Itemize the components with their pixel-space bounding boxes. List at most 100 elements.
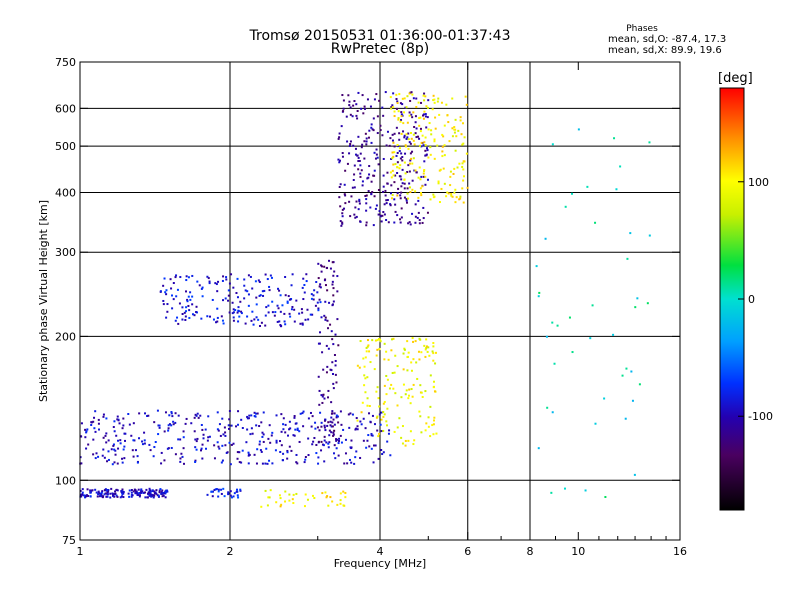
data-point [229, 463, 232, 466]
data-point [236, 451, 239, 454]
colorbar-label: [deg] [718, 71, 753, 86]
data-point [415, 97, 418, 100]
data-point [216, 290, 219, 293]
data-point [353, 164, 356, 167]
data-point [417, 199, 420, 202]
data-point [174, 453, 177, 456]
data-point [355, 215, 358, 218]
data-point [430, 133, 433, 136]
data-point [324, 300, 327, 303]
data-point [368, 129, 371, 132]
data-point [411, 150, 414, 153]
data-point [412, 133, 415, 136]
data-point [383, 203, 386, 206]
data-point [304, 458, 307, 461]
data-point [462, 179, 465, 182]
data-point [201, 428, 204, 431]
data-point [153, 446, 156, 449]
data-point [406, 121, 409, 124]
data-point [97, 493, 100, 496]
data-point [369, 421, 372, 424]
data-point [400, 216, 403, 219]
data-point [361, 94, 364, 97]
data-point [130, 495, 133, 498]
data-point [266, 462, 269, 465]
data-point [81, 488, 84, 491]
data-point [339, 220, 342, 223]
data-point [379, 124, 382, 127]
data-point [396, 426, 399, 429]
data-point [85, 430, 88, 433]
data-point [176, 288, 179, 291]
data-point [122, 448, 125, 451]
data-point [348, 104, 351, 107]
data-point [424, 429, 427, 432]
data-point [350, 195, 353, 198]
data-point [425, 345, 428, 348]
data-point [419, 384, 422, 387]
data-point [115, 494, 118, 497]
data-point [423, 141, 426, 144]
data-point [246, 315, 249, 318]
data-point [186, 298, 189, 301]
x-tick-label: 1 [77, 545, 84, 558]
data-point [407, 439, 410, 442]
data-point [185, 306, 188, 309]
data-point [330, 431, 333, 434]
data-point [389, 96, 392, 99]
data-point [404, 144, 407, 147]
data-point [201, 443, 204, 446]
data-point [423, 92, 426, 95]
data-point [267, 437, 270, 440]
data-point [346, 162, 349, 165]
data-point [113, 430, 116, 433]
data-point [170, 424, 173, 427]
data-point [221, 279, 224, 282]
data-point [443, 144, 446, 147]
data-point [410, 361, 413, 364]
data-point [256, 448, 259, 451]
data-point [330, 401, 333, 404]
data-point [247, 454, 250, 457]
data-point [127, 492, 130, 495]
data-point [301, 322, 304, 325]
data-point [177, 438, 180, 441]
data-point [385, 420, 388, 423]
data-point [615, 188, 618, 191]
data-point [425, 338, 428, 341]
data-point [397, 117, 400, 120]
data-point [338, 136, 341, 139]
data-point [187, 304, 190, 307]
data-point [207, 436, 210, 439]
data-point [165, 289, 168, 292]
data-point [317, 342, 320, 345]
data-point [171, 415, 174, 418]
data-point [94, 410, 97, 413]
data-point [426, 178, 429, 181]
data-point [621, 374, 624, 377]
data-point [206, 439, 209, 442]
data-point [427, 99, 430, 102]
data-point [412, 111, 415, 114]
data-point [577, 128, 580, 131]
data-point [227, 424, 230, 427]
data-point [341, 215, 344, 218]
data-point [206, 315, 209, 318]
data-point [413, 169, 416, 172]
data-point [604, 496, 607, 499]
data-point [316, 291, 319, 294]
data-point [337, 442, 340, 445]
data-point [441, 155, 444, 158]
data-point [407, 394, 410, 397]
data-point [158, 491, 161, 494]
data-point [94, 488, 97, 491]
data-point [382, 174, 385, 177]
data-point [289, 427, 292, 430]
data-point [122, 424, 125, 427]
data-point [402, 122, 405, 125]
y-tick-label: 200 [55, 330, 76, 343]
data-point [200, 449, 203, 452]
data-point [357, 91, 360, 94]
data-point [370, 123, 373, 126]
data-point [230, 424, 233, 427]
